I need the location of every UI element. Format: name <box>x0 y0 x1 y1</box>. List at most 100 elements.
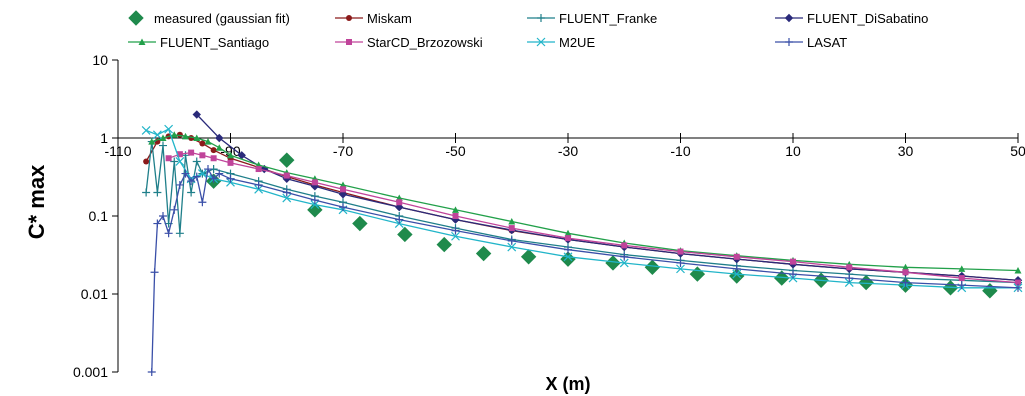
data-point <box>1014 267 1022 274</box>
data-point <box>283 172 290 179</box>
data-point <box>340 186 346 193</box>
legend-label: StarCD_Brzozowski <box>367 35 483 50</box>
legend-label: LASAT <box>807 35 847 50</box>
data-point <box>563 252 573 262</box>
data-point <box>210 147 217 154</box>
series-line <box>145 128 1018 289</box>
y-axis-ticks: 10 1 0.1 0.01 0.001 <box>73 52 118 380</box>
data-point <box>957 281 966 290</box>
legend-item: FLUENT_Franke <box>527 11 657 26</box>
data-point <box>254 180 263 189</box>
data-point <box>307 202 323 218</box>
data-point <box>902 263 909 271</box>
legend-label: FLUENT_Franke <box>559 11 657 26</box>
data-point <box>958 275 965 282</box>
data-point <box>507 236 516 245</box>
data-point <box>339 203 347 212</box>
legend-item: FLUENT_DiSabatino <box>775 11 928 26</box>
x-tick-label: -90 <box>220 143 240 159</box>
data-point <box>192 157 201 166</box>
data-point <box>279 152 295 168</box>
data-point <box>452 213 459 219</box>
data-point <box>187 177 196 186</box>
x-tick-label: -30 <box>558 143 578 159</box>
data-point <box>153 219 162 228</box>
data-point <box>397 226 413 243</box>
legend-swatch-marker <box>536 37 546 47</box>
data-point <box>564 245 572 254</box>
data-point <box>338 190 348 199</box>
data-point <box>165 155 172 162</box>
data-point <box>564 229 572 237</box>
data-point <box>789 270 797 279</box>
legend-label: measured (gaussian fit) <box>154 11 290 26</box>
data-point <box>148 138 156 145</box>
x-tick-label: -70 <box>333 143 353 159</box>
legend-swatch-marker <box>346 15 352 21</box>
plot-series <box>141 110 1023 376</box>
data-point <box>451 226 460 235</box>
data-point <box>436 236 452 253</box>
y-tick-label: 0.01 <box>81 286 108 302</box>
data-point <box>210 155 217 162</box>
data-point <box>774 270 790 286</box>
legend-label: FLUENT_DiSabatino <box>807 11 928 26</box>
data-point <box>175 157 185 166</box>
data-point <box>620 252 629 261</box>
data-point <box>255 166 262 173</box>
legend: measured (gaussian fit) Miskam FLUENT_Fran… <box>128 10 928 50</box>
data-point <box>621 242 628 249</box>
data-point <box>310 196 319 205</box>
series-line <box>151 134 1019 272</box>
legend-label: FLUENT_Santiago <box>160 35 269 50</box>
y-tick-label: 1 <box>100 130 108 146</box>
y-tick-label: 10 <box>92 52 108 68</box>
x-tick-label: -110 <box>105 143 132 159</box>
data-point <box>1014 283 1022 292</box>
data-point <box>209 174 218 183</box>
data-point <box>282 193 292 203</box>
legend-swatch-marker <box>784 13 794 23</box>
data-point <box>790 258 796 265</box>
data-point <box>193 134 201 141</box>
data-point <box>159 141 167 150</box>
legend-item: StarCD_Brzozowski <box>335 35 483 50</box>
data-point <box>565 235 571 242</box>
legend-item: FLUENT_Santiago <box>128 35 269 50</box>
data-point <box>152 130 162 140</box>
data-point <box>677 248 684 255</box>
data-point <box>619 258 629 268</box>
data-point <box>150 268 159 277</box>
data-point <box>192 110 201 119</box>
data-point <box>188 149 195 156</box>
data-point <box>170 131 178 138</box>
data-point <box>175 229 184 238</box>
legend-swatch-marker <box>138 38 146 45</box>
series-lasat <box>147 165 1022 376</box>
data-point <box>732 264 741 273</box>
data-point <box>676 258 685 267</box>
data-point <box>352 215 368 232</box>
data-point <box>395 215 404 224</box>
data-point <box>958 265 966 272</box>
data-point <box>508 225 515 232</box>
series-starcd-brzozowski <box>165 149 1021 286</box>
x-axis-title: X (m) <box>546 374 591 394</box>
y-tick-label: 0.1 <box>89 208 109 224</box>
data-point <box>845 274 854 283</box>
data-point <box>507 242 517 252</box>
data-point <box>846 264 853 271</box>
x-tick-label: 50 <box>1010 143 1025 159</box>
legend-label: Miskam <box>367 11 412 26</box>
data-point <box>199 152 206 159</box>
legend-swatch-marker <box>346 39 352 45</box>
data-point <box>732 269 742 279</box>
data-point <box>475 245 492 262</box>
data-point <box>451 231 460 241</box>
data-point <box>204 138 212 145</box>
data-point <box>164 229 173 238</box>
data-point <box>153 188 162 197</box>
data-point <box>452 206 459 213</box>
